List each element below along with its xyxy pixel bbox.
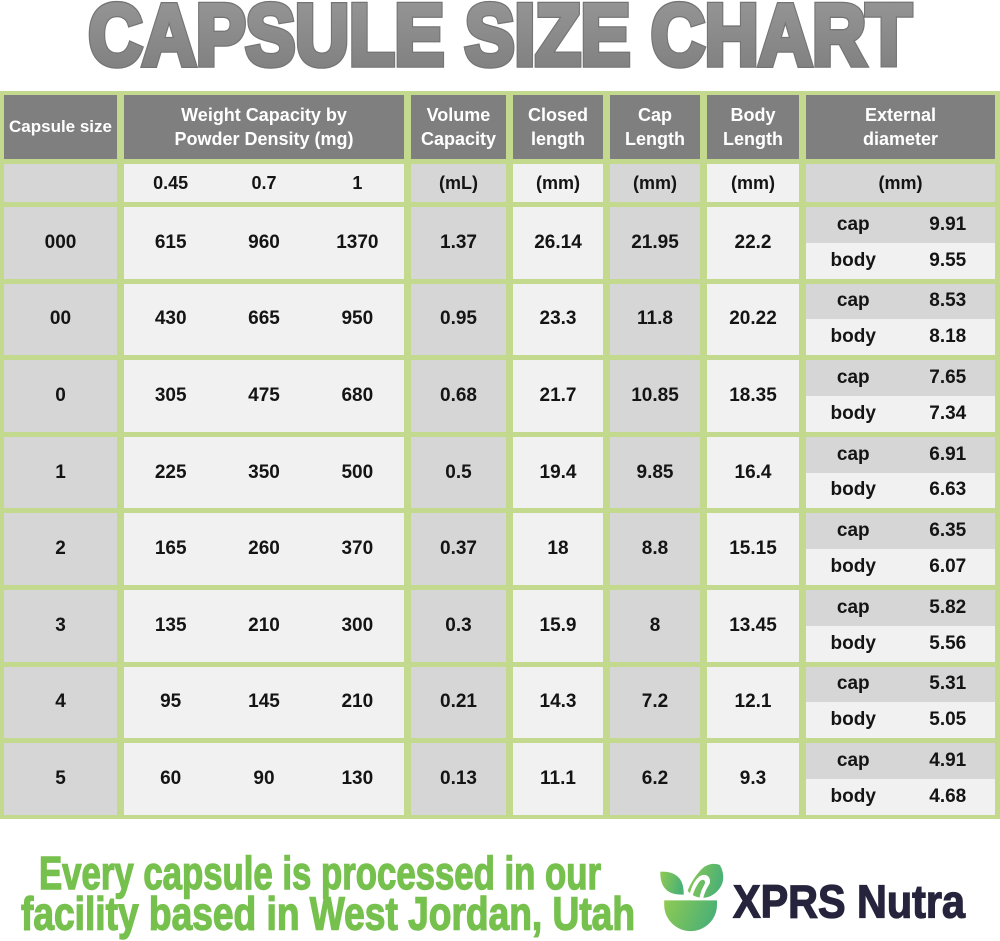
svg-text:CAPSULE SIZE CHART: CAPSULE SIZE CHART	[89, 0, 912, 84]
svg-text:Every capsule is processed in: Every capsule is processed in our	[39, 847, 601, 899]
svg-text:XPRS Nutra: XPRS Nutra	[733, 876, 965, 928]
svg-text:facility based in West Jordan,: facility based in West Jordan, Utah	[21, 888, 635, 940]
svg-text:CAPSULE SIZE CHART: CAPSULE SIZE CHART	[89, 0, 912, 84]
